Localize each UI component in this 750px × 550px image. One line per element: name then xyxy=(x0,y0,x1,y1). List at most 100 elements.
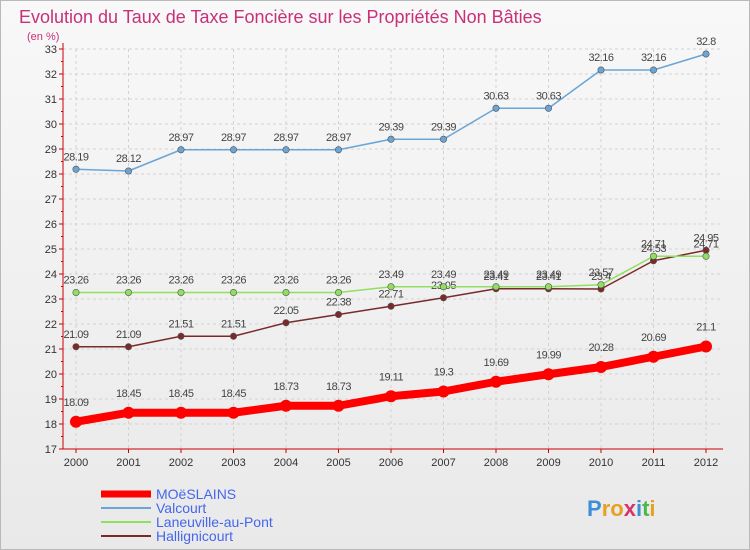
y-tick-label: 33 xyxy=(45,44,57,56)
data-label: 20.69 xyxy=(641,332,666,344)
legend-label: Valcourt xyxy=(156,500,206,516)
data-point xyxy=(72,343,80,351)
logo-letter: x xyxy=(624,496,637,521)
axes: 17 18 19 20 21 22 23 24 25 26 27 28 29 30 31 32 33 2000 20… xyxy=(45,43,723,469)
data-label: 20.28 xyxy=(588,342,613,354)
data-label: 22.38 xyxy=(326,297,351,309)
data-point xyxy=(334,310,342,318)
data-label: 23.49 xyxy=(431,269,456,281)
logo-letter: o xyxy=(610,496,623,521)
series-0: 18.09 18.45 18.45 18.45 18.73 18.73 19.11 19.3 1… xyxy=(63,322,717,428)
data-point xyxy=(649,252,657,260)
data-label: 24.53 xyxy=(641,243,666,255)
data-label: 23.26 xyxy=(221,275,246,287)
y-tick-label: 28 xyxy=(45,169,57,181)
data-label: 29.39 xyxy=(378,121,403,133)
data-label: 18.73 xyxy=(326,381,351,393)
data-label: 24.71 xyxy=(641,238,666,250)
logo-letter: i xyxy=(636,496,642,521)
y-tick-label: 27 xyxy=(45,194,57,206)
data-label: 23.49 xyxy=(378,269,403,281)
data-label: 29.39 xyxy=(431,121,456,133)
x-tick-label: 2008 xyxy=(484,457,508,469)
x-tick-label: 2003 xyxy=(221,457,245,469)
data-point xyxy=(230,332,238,340)
y-tick-label: 25 xyxy=(45,244,57,256)
data-label: 32.16 xyxy=(641,52,666,64)
svg-text:Proxiti: Proxiti xyxy=(587,496,656,521)
x-tick-label: 2006 xyxy=(379,457,403,469)
data-label: 23.49 xyxy=(483,269,508,281)
data-point xyxy=(122,406,135,419)
data-point xyxy=(597,66,605,74)
y-tick-label: 32 xyxy=(45,69,57,81)
data-point xyxy=(437,385,450,398)
data-point xyxy=(334,288,342,296)
data-point xyxy=(332,399,345,412)
data-label: 28.12 xyxy=(116,153,141,165)
x-tick-label: 2000 xyxy=(64,457,88,469)
data-label: 28.97 xyxy=(168,132,193,144)
data-label: 23.41 xyxy=(483,271,508,283)
data-point xyxy=(544,104,552,112)
data-label: 21.09 xyxy=(116,329,141,341)
data-label: 18.45 xyxy=(168,388,193,400)
data-label: 32.8 xyxy=(696,36,716,48)
data-point xyxy=(282,146,290,154)
y-tick-label: 29 xyxy=(45,144,57,156)
y-tick-label: 19 xyxy=(45,394,57,406)
data-label: 19.69 xyxy=(483,357,508,369)
data-label: 28.97 xyxy=(273,132,298,144)
y-tick-label: 26 xyxy=(45,219,57,231)
data-point xyxy=(387,283,395,291)
data-point xyxy=(439,294,447,302)
series-2: 23.26 23.26 23.26 23.26 23.26 23.26 23.49 23.49… xyxy=(63,238,719,296)
data-point xyxy=(490,375,502,388)
data-point xyxy=(125,167,133,175)
y-tick-label: 31 xyxy=(45,94,57,106)
logo-letter: r xyxy=(602,496,611,521)
data-point xyxy=(595,361,607,373)
data-point xyxy=(177,288,185,296)
data-label: 23.26 xyxy=(273,275,298,287)
data-label: 22.71 xyxy=(378,288,403,300)
x-tick-label: 2001 xyxy=(116,457,140,469)
data-point xyxy=(72,288,80,296)
data-point xyxy=(649,66,657,74)
legend-label: Hallignicourt xyxy=(156,528,233,544)
data-label: 23.49 xyxy=(536,269,561,281)
data-point xyxy=(597,281,605,289)
data-label: 32.16 xyxy=(588,52,613,64)
data-label: 21.51 xyxy=(168,318,193,330)
y-tick-label: 22 xyxy=(45,319,57,331)
data-point xyxy=(492,104,500,112)
data-point xyxy=(387,302,395,310)
data-label: 23.26 xyxy=(326,275,351,287)
data-point xyxy=(230,146,238,154)
data-point xyxy=(125,288,133,296)
legend-label: Laneuville-au-Pont xyxy=(156,514,273,530)
data-point xyxy=(702,50,710,58)
data-label: 21.51 xyxy=(221,318,246,330)
data-point xyxy=(230,288,238,296)
logo-letter: t xyxy=(642,496,650,521)
data-point xyxy=(492,283,500,291)
grid xyxy=(63,48,723,450)
data-label: 19.3 xyxy=(434,367,454,379)
data-point xyxy=(544,283,552,291)
data-point xyxy=(70,415,82,428)
data-point xyxy=(177,332,185,340)
data-point xyxy=(125,343,133,351)
data-point xyxy=(282,319,290,327)
x-tick-label: 2004 xyxy=(274,457,298,469)
data-point xyxy=(72,165,80,173)
data-point xyxy=(175,406,187,419)
x-tick-label: 2002 xyxy=(169,457,193,469)
chart-subtitle: (en %) xyxy=(27,31,59,43)
data-label: 19.11 xyxy=(379,371,404,383)
y-tick-label: 21 xyxy=(45,344,57,356)
data-point xyxy=(280,399,292,412)
data-point xyxy=(647,350,660,363)
